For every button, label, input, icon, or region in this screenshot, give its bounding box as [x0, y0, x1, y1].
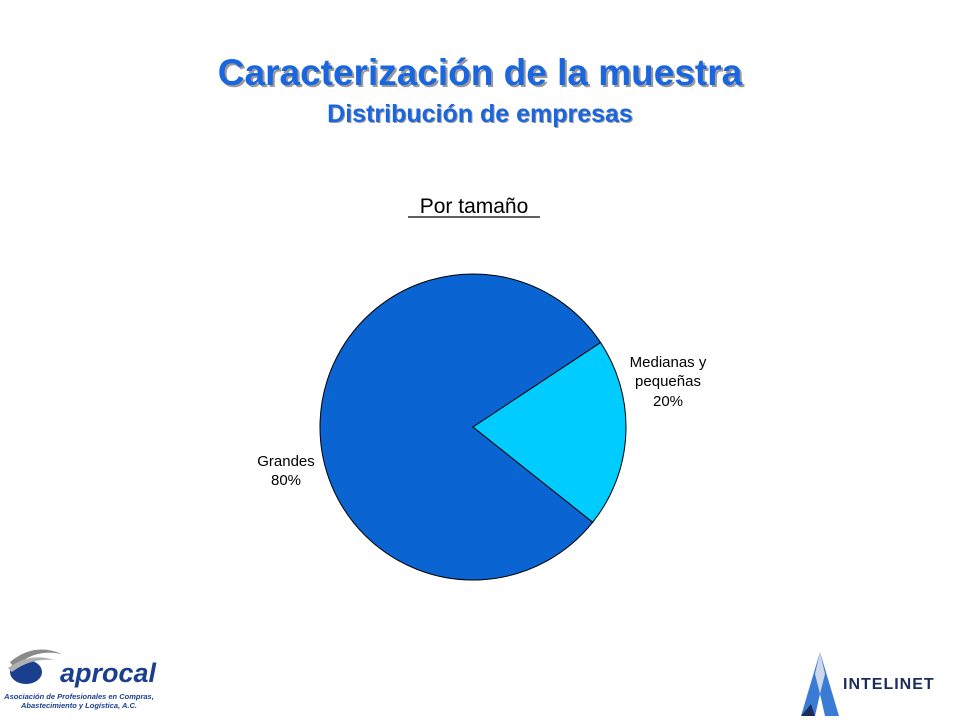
chart-title: Por tamaño	[420, 195, 529, 218]
pie-chart: Por tamaño Grandes 80% Medianas y pequeñ…	[257, 195, 707, 581]
aprocal-emblem-icon	[8, 649, 62, 684]
intelinet-logo: INTELINET	[795, 650, 960, 720]
aprocal-caption: Asociación de Profesionales en Compras, …	[4, 692, 154, 710]
slice-label-grandes: Grandes	[257, 453, 315, 470]
slice-label-medianas-line1: Medianas y	[630, 354, 707, 371]
aprocal-caption-line1: Asociación de Profesionales en Compras,	[4, 692, 154, 701]
slide-title: Caracterización de la muestra	[217, 52, 743, 93]
slice-value-medianas: 20%	[653, 393, 683, 410]
pie-slice-1	[472, 341, 627, 523]
aprocal-caption-line2: Abastecimiento y Logística, A.C.	[21, 701, 137, 710]
aprocal-brand: aprocal	[60, 658, 157, 688]
aprocal-logo: aprocal Asociación de Profesionales en C…	[4, 640, 157, 716]
slide-subtitle: Distribución de empresas	[327, 100, 633, 128]
intelinet-emblem-icon	[801, 652, 839, 716]
intelinet-brand: INTELINET	[843, 676, 935, 693]
pie-slice-0	[319, 273, 602, 581]
slice-value-grandes: 80%	[271, 472, 301, 489]
slice-label-medianas-line2: pequeñas	[635, 373, 701, 390]
